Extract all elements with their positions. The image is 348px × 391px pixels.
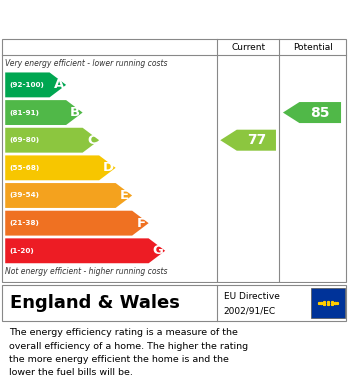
- Text: 2002/91/EC: 2002/91/EC: [224, 307, 276, 316]
- Text: Very energy efficient - lower running costs: Very energy efficient - lower running co…: [5, 59, 168, 68]
- Polygon shape: [220, 130, 276, 151]
- Text: England & Wales: England & Wales: [10, 294, 180, 312]
- Text: G: G: [152, 244, 163, 257]
- Text: (39-54): (39-54): [9, 192, 39, 199]
- Polygon shape: [5, 72, 66, 97]
- Text: Potential: Potential: [293, 43, 333, 52]
- Text: (69-80): (69-80): [9, 137, 40, 143]
- Text: 85: 85: [310, 106, 330, 120]
- Text: Energy Efficiency Rating: Energy Efficiency Rating: [9, 11, 230, 27]
- Polygon shape: [5, 155, 116, 180]
- Text: (1-20): (1-20): [9, 248, 34, 254]
- Text: B: B: [70, 106, 80, 119]
- Text: The energy efficiency rating is a measure of the
overall efficiency of a home. T: The energy efficiency rating is a measur…: [9, 328, 248, 377]
- Text: A: A: [54, 79, 64, 91]
- Polygon shape: [5, 211, 149, 236]
- Text: EU Directive: EU Directive: [224, 292, 280, 301]
- Polygon shape: [5, 100, 82, 125]
- Text: Current: Current: [231, 43, 265, 52]
- Text: (81-91): (81-91): [9, 109, 39, 116]
- Text: C: C: [87, 134, 96, 147]
- Bar: [311, 288, 345, 318]
- Text: 77: 77: [247, 133, 266, 147]
- Text: (21-38): (21-38): [9, 220, 39, 226]
- Text: D: D: [103, 161, 114, 174]
- Text: Not energy efficient - higher running costs: Not energy efficient - higher running co…: [5, 267, 168, 276]
- Polygon shape: [5, 239, 165, 263]
- Polygon shape: [5, 183, 132, 208]
- Text: E: E: [120, 189, 129, 202]
- Polygon shape: [5, 128, 99, 152]
- Polygon shape: [283, 102, 341, 123]
- Text: F: F: [137, 217, 146, 230]
- Text: (55-68): (55-68): [9, 165, 40, 171]
- Text: (92-100): (92-100): [9, 82, 44, 88]
